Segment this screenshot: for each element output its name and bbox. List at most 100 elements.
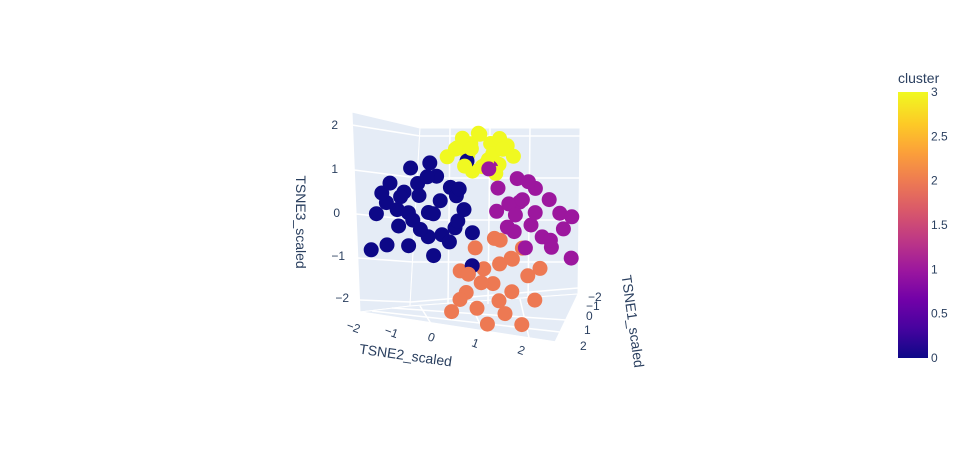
data-point-cluster-1 (527, 205, 543, 221)
data-point-cluster-2 (514, 317, 530, 333)
data-point-cluster-1 (555, 221, 571, 237)
colorbar-tick-label: 3 (931, 85, 938, 99)
scatter-points (363, 125, 580, 333)
data-point-cluster-2 (532, 260, 548, 276)
data-point-cluster-0 (374, 185, 390, 201)
data-point-cluster-3 (463, 141, 479, 157)
data-point-cluster-1 (541, 192, 557, 208)
colorbar-tick-label: 1.5 (931, 218, 948, 232)
data-point-cluster-0 (382, 175, 398, 191)
data-point-cluster-1 (489, 203, 505, 219)
colorbar-tick-label: 2 (931, 174, 938, 188)
data-point-cluster-0 (401, 238, 417, 254)
colorbar-tick-label: 1 (931, 262, 938, 276)
data-point-cluster-2 (460, 266, 476, 282)
data-point-cluster-1 (501, 196, 517, 212)
data-point-cluster-0 (368, 206, 384, 222)
data-point-cluster-2 (452, 292, 468, 307)
z-axis-title: TSNE3_scaled (293, 175, 309, 268)
x-tick-label: 0 (586, 309, 593, 323)
y-axis-ticks: −2 −1 0 1 2 (345, 318, 528, 358)
data-point-cluster-1 (542, 232, 558, 248)
data-point-cluster-0 (451, 181, 467, 197)
floor-gridline (371, 310, 561, 333)
z-gridline-left (359, 299, 412, 303)
data-point-cluster-1 (481, 161, 497, 177)
data-point-cluster-0 (412, 222, 428, 237)
data-point-cluster-2 (479, 316, 495, 332)
data-point-cluster-2 (520, 268, 536, 284)
z-tick-label: −2 (335, 291, 349, 305)
data-point-cluster-2 (492, 232, 508, 248)
colorbar-ticks: 0 0.5 1 1.5 2 2.5 3 (931, 85, 948, 365)
data-point-cluster-0 (450, 213, 466, 229)
colorbar-title: cluster (898, 70, 940, 86)
data-point-cluster-2 (492, 256, 508, 272)
data-point-cluster-2 (476, 261, 492, 277)
data-point-cluster-0 (456, 202, 472, 218)
x-tick-label: −2 (588, 290, 602, 304)
data-point-cluster-0 (426, 248, 442, 264)
colorbar-tick-label: 0.5 (931, 307, 948, 321)
data-point-cluster-0 (391, 218, 407, 234)
data-point-cluster-2 (467, 240, 483, 256)
colorbar-tick-label: 0 (931, 351, 938, 365)
data-point-cluster-3 (495, 141, 511, 157)
data-point-cluster-1 (517, 240, 533, 256)
data-point-cluster-3 (447, 141, 463, 157)
x-tick-label: 2 (580, 339, 587, 353)
data-point-cluster-1 (523, 217, 539, 233)
y-tick-label: −1 (383, 323, 401, 341)
data-point-cluster-3 (457, 158, 473, 174)
data-point-cluster-3 (454, 130, 470, 146)
z-gridline-left (351, 124, 421, 137)
data-point-cluster-0 (379, 237, 395, 253)
x-axis-title: TSNE1_scaled (619, 274, 648, 369)
data-point-cluster-1 (514, 192, 530, 208)
data-point-cluster-2 (473, 275, 489, 291)
data-point-cluster-1 (507, 207, 523, 223)
data-point-cluster-1 (520, 174, 536, 190)
x-tick-label: 1 (584, 323, 591, 337)
data-point-cluster-0 (419, 169, 435, 185)
data-point-cluster-0 (464, 225, 480, 241)
y-tick-label: 0 (426, 330, 437, 346)
z-gridline-left (353, 169, 419, 179)
y-tick-label: −2 (345, 318, 363, 336)
colorbar-gradient (898, 92, 928, 358)
floor-gridline (359, 311, 556, 343)
floor-gridline (419, 305, 441, 339)
data-point-cluster-1 (552, 205, 568, 221)
data-point-cluster-0 (422, 155, 438, 171)
data-point-cluster-2 (491, 293, 507, 309)
data-point-cluster-0 (363, 242, 379, 258)
data-point-cluster-3 (472, 126, 488, 142)
data-point-cluster-2 (469, 300, 485, 316)
data-point-cluster-0 (403, 160, 419, 176)
y-tick-label: 1 (470, 336, 481, 352)
data-point-cluster-1 (563, 250, 579, 266)
colorbar: cluster 0 0.5 1 1.5 2 2.5 3 (898, 70, 948, 365)
gridlines (351, 124, 580, 343)
x-tick-label: −1 (586, 299, 600, 313)
data-point-cluster-1 (490, 180, 506, 196)
data-point-cluster-2 (527, 292, 543, 308)
data-point-cluster-0 (393, 189, 409, 205)
data-point-cluster-0 (411, 188, 427, 203)
z-axis-ticks: 2 1 0 −1 −2 (331, 118, 349, 305)
data-point-cluster-1 (506, 224, 522, 240)
data-point-cluster-0 (425, 206, 441, 222)
y-tick-label: 2 (516, 343, 527, 359)
z-tick-label: 1 (331, 162, 338, 176)
z-tick-label: 2 (331, 118, 338, 132)
data-point-cluster-2 (504, 284, 520, 300)
z-gridline-left (357, 257, 414, 263)
data-point-cluster-0 (441, 234, 457, 250)
data-point-cluster-2 (504, 251, 520, 267)
z-tick-label: −1 (331, 249, 345, 263)
z-tick-label: 0 (333, 206, 340, 220)
data-point-cluster-0 (432, 193, 448, 209)
x-axis-ticks: −2 −1 0 1 2 (580, 290, 602, 353)
data-point-cluster-1 (564, 209, 580, 225)
